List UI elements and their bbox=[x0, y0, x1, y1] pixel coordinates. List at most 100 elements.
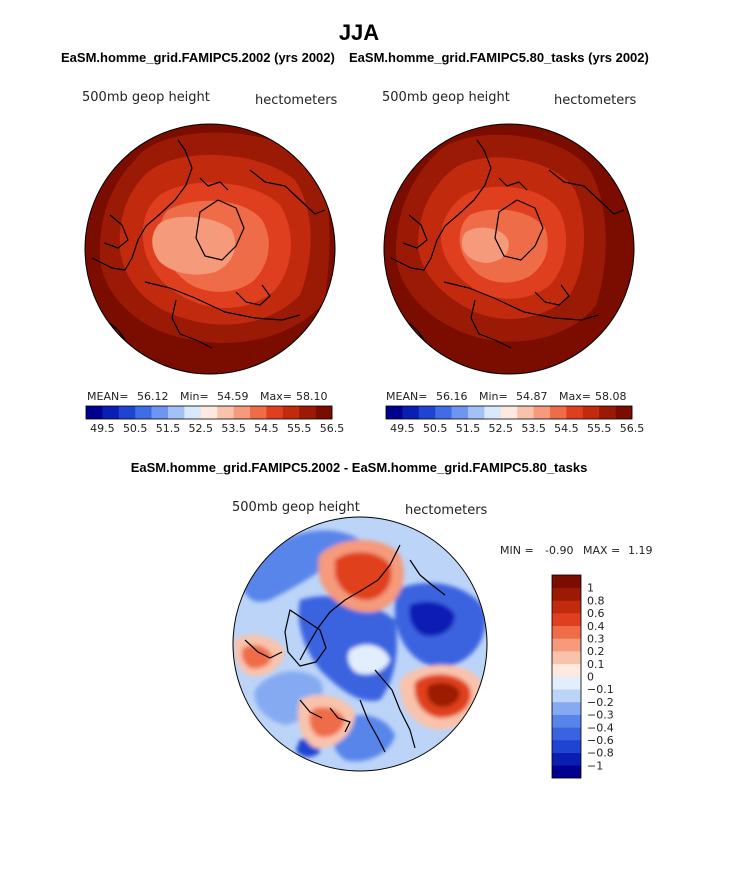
colorbar-frame bbox=[551, 574, 582, 779]
colorbar-tick-label: 56.5 bbox=[620, 422, 645, 435]
panel-a-coast-1 bbox=[91, 139, 193, 271]
colorbar-tick-label: 0.6 bbox=[587, 607, 605, 620]
panel-b-coast-3 bbox=[443, 281, 600, 321]
colorbar-swatch bbox=[552, 651, 581, 665]
diff-units-label: hectometers bbox=[405, 503, 488, 518]
panel-a-min-value: 54.59 bbox=[217, 390, 249, 403]
colorbar-tick-label: 54.5 bbox=[254, 422, 279, 435]
diff-coast-2 bbox=[284, 609, 327, 667]
colorbar-swatch bbox=[217, 406, 234, 419]
panel-a-max-label: Max= bbox=[260, 390, 292, 403]
panel-b-coast-4 bbox=[470, 299, 512, 349]
panel-a-coast-2 bbox=[195, 199, 245, 261]
panel-b-map-boundary bbox=[383, 123, 635, 375]
panel-b-max-value: 58.08 bbox=[595, 390, 627, 403]
colorbar-tick-label: 0.3 bbox=[587, 632, 605, 645]
colorbar-swatch bbox=[418, 406, 436, 419]
diff-blob-warm-north-core bbox=[335, 552, 392, 600]
colorbar-tick-label: 0.1 bbox=[587, 658, 605, 671]
colorbar-swatch bbox=[151, 406, 169, 419]
colorbar-swatch bbox=[566, 406, 584, 419]
panel-b-units-label: hectometers bbox=[554, 93, 637, 108]
colorbar-swatch bbox=[552, 739, 581, 753]
panel-a-min-label: Min= bbox=[180, 390, 209, 403]
colorbar-swatch bbox=[451, 406, 469, 419]
colorbar-swatch bbox=[533, 406, 551, 419]
diff-coast-4 bbox=[359, 699, 386, 753]
colorbar-swatch bbox=[135, 406, 152, 419]
colorbar-tick-label: 49.5 bbox=[390, 422, 415, 435]
diff-panel-title: EaSM.homme_grid.FAMIPC5.2002 - EaSM.homm… bbox=[131, 460, 588, 475]
colorbar-frame bbox=[385, 405, 633, 420]
panel-b-contour-level-5 bbox=[462, 227, 509, 263]
panel-a-coast-5 bbox=[235, 284, 271, 306]
colorbar-tick-label: −0.3 bbox=[587, 709, 614, 722]
colorbar-tick-label: −0.6 bbox=[587, 734, 614, 747]
panel-b-coast-6 bbox=[548, 169, 625, 215]
panel-a-variable-label: 500mb geop height bbox=[82, 90, 210, 105]
colorbar-swatch bbox=[615, 406, 633, 419]
colorbar-swatch bbox=[552, 587, 581, 601]
diff-max-value: 1.19 bbox=[628, 544, 653, 557]
diff-colorbar: 10.80.60.40.30.20.10−0.1−0.2−0.3−0.4−0.6… bbox=[551, 574, 614, 779]
colorbar-tick-label: 55.5 bbox=[287, 422, 312, 435]
colorbar-tick-label: −0.2 bbox=[587, 696, 614, 709]
colorbar-tick-label: 1 bbox=[587, 582, 594, 595]
panel-b-min-value: 54.87 bbox=[516, 390, 548, 403]
colorbar-swatch bbox=[552, 663, 581, 677]
colorbar-swatch bbox=[552, 638, 581, 652]
diff-coast-3 bbox=[374, 669, 416, 749]
colorbar-tick-label: 0.4 bbox=[587, 620, 605, 633]
colorbar-tick-label: 53.5 bbox=[221, 422, 246, 435]
panel-a-coast-3 bbox=[144, 281, 301, 321]
panel-a-contour-level-5 bbox=[152, 216, 236, 275]
diff-polar-map bbox=[232, 516, 488, 772]
colorbar-swatch bbox=[552, 613, 581, 627]
colorbar-swatch bbox=[266, 406, 284, 419]
panel-a-units-label: hectometers bbox=[255, 93, 338, 108]
panel-a-coast-7 bbox=[103, 214, 129, 249]
diff-blob-neutral-center bbox=[347, 644, 390, 675]
diff-coast-5 bbox=[244, 639, 283, 659]
colorbar-swatch bbox=[184, 406, 202, 419]
panel-b-coastlines bbox=[390, 139, 625, 359]
colorbar-swatch bbox=[102, 406, 120, 419]
colorbar-tick-label: −0.4 bbox=[587, 721, 614, 734]
diff-min-value: -0.90 bbox=[545, 544, 573, 557]
panel-b-coast-7 bbox=[402, 214, 428, 249]
colorbar-swatch bbox=[552, 701, 581, 715]
colorbar-tick-label: 0.2 bbox=[587, 645, 605, 658]
colorbar-tick-label: −0.1 bbox=[587, 683, 614, 696]
colorbar-tick-label: 56.5 bbox=[320, 422, 345, 435]
colorbar-tick-label: 51.5 bbox=[456, 422, 481, 435]
panel-b-variable-label: 500mb geop height bbox=[382, 90, 510, 105]
colorbar-swatch bbox=[315, 406, 333, 419]
diff-blob-blue-east-core bbox=[409, 601, 455, 637]
panel-b-mean-value: 56.16 bbox=[436, 390, 468, 403]
colorbar-swatch bbox=[552, 689, 581, 703]
panel-a-coast-9 bbox=[199, 177, 229, 191]
panel-b-colorbar: 49.5 50.5 51.5 52.5 53.5 54.5 55.5 56.5 bbox=[385, 405, 645, 435]
colorbar-swatch bbox=[552, 714, 581, 728]
panel-a-mean-value: 56.12 bbox=[137, 390, 169, 403]
panel-b-max-label: Max= bbox=[559, 390, 591, 403]
colorbar-swatch bbox=[200, 406, 218, 419]
colorbar-swatch bbox=[552, 676, 581, 690]
colorbar-swatch bbox=[233, 406, 251, 419]
panel-b-coast-1 bbox=[390, 139, 492, 271]
diff-blob-warm-east-core bbox=[427, 682, 460, 708]
colorbar-swatch bbox=[552, 600, 581, 614]
colorbar-swatch bbox=[435, 406, 452, 419]
colorbar-swatch bbox=[552, 575, 581, 588]
diff-coast-7 bbox=[409, 559, 446, 596]
panel-a-coast-4 bbox=[171, 299, 213, 349]
colorbar-tick-label: 53.5 bbox=[521, 422, 546, 435]
colorbar-swatch bbox=[552, 765, 581, 779]
colorbar-swatch bbox=[500, 406, 518, 419]
panel-b-coast-5 bbox=[534, 284, 570, 306]
colorbar-tick-label: 52.5 bbox=[489, 422, 514, 435]
colorbar-swatch bbox=[599, 406, 616, 419]
panel-b-mean-label: MEAN= bbox=[386, 390, 427, 403]
colorbar-swatch bbox=[484, 406, 502, 419]
